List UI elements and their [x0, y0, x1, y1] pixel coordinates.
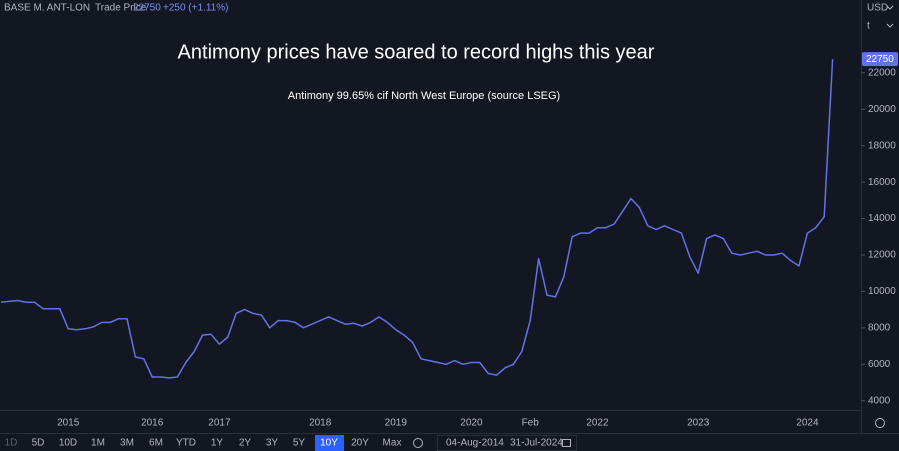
- x-tick-label: 2018: [309, 418, 332, 429]
- compare-icon[interactable]: [413, 438, 423, 448]
- y-tick-label: 10000: [868, 286, 896, 297]
- chart-subtitle: Antimony 99.65% cif North West Europe (s…: [288, 90, 560, 102]
- range-button[interactable]: 1M: [91, 438, 105, 449]
- date-from[interactable]: 04-Aug-2014: [446, 438, 504, 449]
- range-label[interactable]: 20Y: [351, 438, 369, 449]
- unit-select[interactable]: t: [867, 21, 870, 32]
- range-button[interactable]: 20Y: [351, 438, 369, 449]
- y-tick-label: 4000: [868, 395, 891, 406]
- range-label[interactable]: 6M: [149, 438, 163, 449]
- range-button[interactable]: 3Y: [266, 438, 279, 449]
- y-tick-label: 22000: [868, 67, 896, 78]
- last-price-label: 22750: [866, 54, 894, 65]
- y-tick-label: 16000: [868, 177, 896, 188]
- range-label[interactable]: 10D: [59, 438, 77, 449]
- chart-title: Antimony prices have soared to record hi…: [178, 41, 655, 63]
- y-tick-label: 12000: [868, 250, 896, 261]
- range-label[interactable]: 1M: [91, 438, 105, 449]
- last-price-box: [862, 52, 898, 67]
- range-button[interactable]: Max: [383, 438, 402, 449]
- last-price: 22750: [133, 3, 161, 14]
- range-button[interactable]: 1D: [5, 438, 18, 449]
- range-button[interactable]: 3M: [120, 438, 134, 449]
- range-button[interactable]: 6M: [149, 438, 163, 449]
- price-change: +250 (+1.11%): [163, 3, 228, 14]
- range-button[interactable]: 1Y: [211, 438, 224, 449]
- y-tick-label: 20000: [868, 104, 896, 115]
- y-tick-label: 6000: [868, 359, 891, 370]
- range-label[interactable]: 3M: [120, 438, 134, 449]
- range-button[interactable]: 5Y: [293, 438, 306, 449]
- currency-select[interactable]: USD: [867, 3, 888, 14]
- range-label[interactable]: 5D: [32, 438, 45, 449]
- active-range-bg: [315, 435, 344, 451]
- y-tick-label: 18000: [868, 140, 896, 151]
- x-tick-label: 2024: [796, 418, 819, 429]
- x-tick-label: 2019: [385, 418, 408, 429]
- calendar-icon[interactable]: [562, 439, 571, 447]
- range-label[interactable]: 3Y: [266, 438, 279, 449]
- symbol: BASE M. ANT-LON: [4, 3, 90, 14]
- range-label[interactable]: 5Y: [293, 438, 306, 449]
- settings-icon[interactable]: [875, 418, 885, 428]
- dropdown-arrow: [886, 5, 894, 10]
- date-to[interactable]: 31-Jul-2024: [510, 438, 563, 449]
- dropdown-arrow: [886, 23, 894, 28]
- range-button[interactable]: 5D: [32, 438, 45, 449]
- range-label[interactable]: 1D: [5, 438, 18, 449]
- x-tick-label: 2015: [57, 418, 80, 429]
- x-tick-label: 2023: [687, 418, 710, 429]
- range-label[interactable]: 2Y: [239, 438, 252, 449]
- price-line: [0, 59, 834, 379]
- range-label[interactable]: 1Y: [211, 438, 224, 449]
- range-button[interactable]: 10Y: [315, 435, 344, 451]
- x-tick-label: 2022: [586, 418, 609, 429]
- x-tick-label: 2016: [141, 418, 164, 429]
- x-tick-label: Feb: [522, 418, 540, 429]
- range-label[interactable]: Max: [383, 438, 402, 449]
- range-button[interactable]: 10D: [59, 438, 77, 449]
- x-tick-label: 2020: [460, 418, 483, 429]
- range-button[interactable]: YTD: [176, 438, 196, 449]
- y-tick-label: 8000: [868, 322, 891, 333]
- x-tick-label: 2017: [208, 418, 231, 429]
- field: Trade Price: [95, 3, 147, 14]
- range-label[interactable]: 10Y: [320, 438, 338, 449]
- range-label[interactable]: YTD: [176, 438, 196, 449]
- y-tick-label: 14000: [868, 213, 896, 224]
- range-button[interactable]: 2Y: [239, 438, 252, 449]
